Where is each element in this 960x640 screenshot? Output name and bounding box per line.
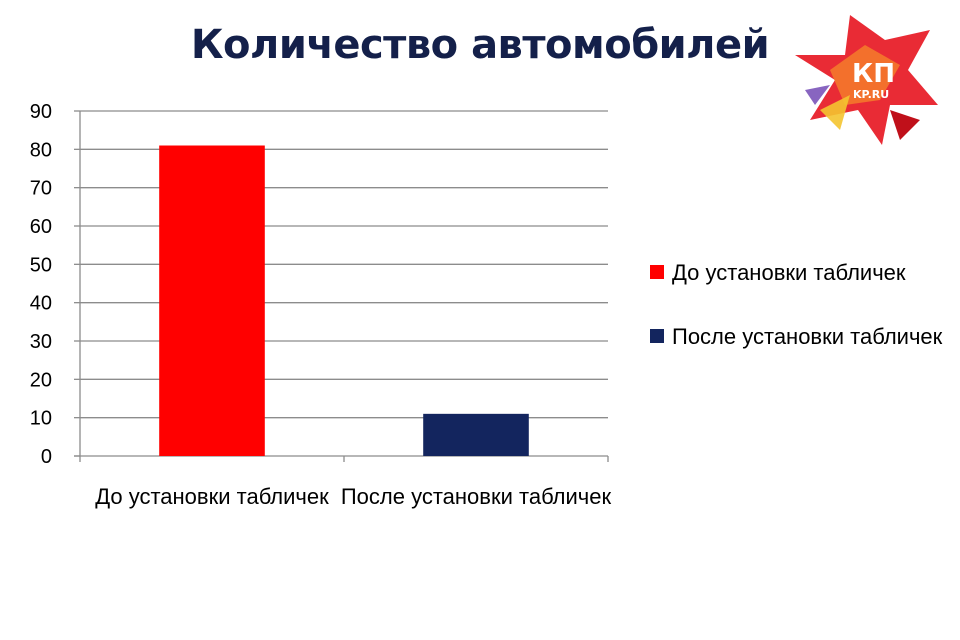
y-tick-label-50: 50 xyxy=(30,254,52,276)
x-category-label-2: После установки табличек xyxy=(341,484,612,509)
y-tick-label-0: 0 xyxy=(41,446,52,468)
kp-logo: КП KP.RU xyxy=(795,15,938,145)
legend-label-before: До установки табличек xyxy=(672,260,906,285)
y-tick-label-30: 30 xyxy=(30,331,52,353)
chart-legend: До установки табличек После установки та… xyxy=(650,258,950,386)
legend-item-after: После установки табличек xyxy=(650,322,950,352)
bottom-band xyxy=(0,572,960,640)
legend-item-before: До установки табличек xyxy=(650,258,950,288)
y-tick-label-90: 90 xyxy=(30,101,52,123)
legend-swatch-after xyxy=(650,329,664,343)
y-tick-label-60: 60 xyxy=(30,216,52,238)
chart-title: Количество автомобилей xyxy=(190,22,770,68)
y-tick-label-80: 80 xyxy=(30,139,52,161)
y-tick-label-40: 40 xyxy=(30,293,52,315)
legend-label-after: После установки табличек xyxy=(672,324,943,349)
logo-subtext: KP.RU xyxy=(853,88,889,101)
logo-text: КП xyxy=(852,59,895,89)
legend-swatch-before xyxy=(650,265,664,279)
x-category-label-1: До установки табличек xyxy=(95,484,329,509)
y-tick-label-20: 20 xyxy=(30,369,52,391)
y-tick-label-10: 10 xyxy=(30,408,52,430)
y-tick-label-70: 70 xyxy=(30,178,52,200)
bar-1 xyxy=(159,145,265,456)
bar-2 xyxy=(423,413,529,456)
